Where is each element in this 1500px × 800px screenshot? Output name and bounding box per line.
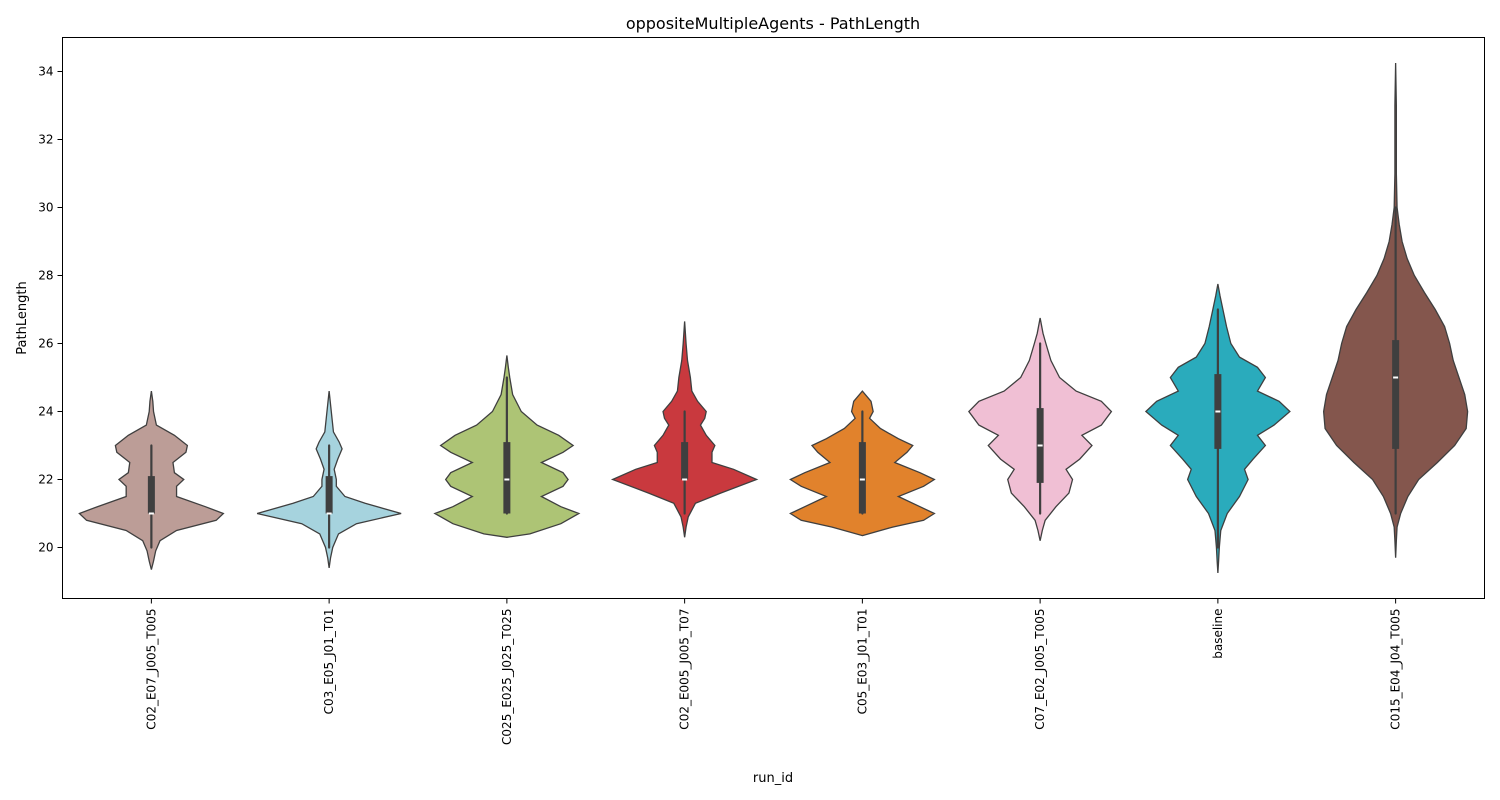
plot-frame (62, 37, 1485, 599)
violin-group (256, 391, 402, 568)
violin-group (789, 390, 936, 537)
y-tick-label: 22 (38, 473, 53, 487)
x-axis: C02_E07_J005_T005 C03_E05_J01_T01 C025_E02… (144, 598, 1403, 745)
violin-group (1144, 283, 1291, 574)
x-tick-label: C05_E03_J01_T01 (855, 609, 869, 715)
violin-group (433, 355, 581, 538)
y-tick-label: 28 (38, 269, 53, 283)
y-axis: 20 22 24 26 28 30 32 34 (38, 65, 63, 555)
y-tick-label: 32 (38, 133, 53, 147)
violin-iqr-box (325, 476, 333, 514)
y-tick-label: 20 (38, 541, 53, 555)
x-tick-label: baseline (1211, 609, 1225, 659)
x-tick-label: C015_E04_J04_T005 (1389, 609, 1403, 730)
violin-group (967, 317, 1113, 541)
y-tick-label: 30 (38, 201, 53, 215)
chart-title: oppositeMultipleAgents - PathLength (626, 14, 920, 33)
violin-iqr-box (147, 476, 155, 514)
x-tick-label: C03_E05_J01_T01 (322, 609, 336, 715)
violin-group (78, 391, 225, 570)
y-tick-label: 26 (38, 337, 53, 351)
y-axis-label: PathLength (15, 281, 30, 354)
violin-iqr-box (858, 442, 866, 514)
y-tick-label: 24 (38, 405, 53, 419)
x-tick-label: C02_E07_J005_T005 (144, 609, 158, 730)
x-tick-label: C025_E025_J025_T025 (500, 609, 514, 745)
violin-group (610, 321, 759, 538)
violin-iqr-box (1392, 340, 1400, 449)
violin-iqr-box (503, 442, 511, 514)
y-tick-label: 34 (38, 65, 53, 79)
violins-layer (78, 62, 1469, 574)
x-axis-label: run_id (753, 771, 793, 786)
violin-group (1322, 62, 1469, 558)
violin-iqr-box (681, 442, 689, 480)
x-tick-label: C07_E02_J005_T005 (1033, 609, 1047, 730)
x-tick-label: C02_E005_J005_T07 (678, 609, 692, 730)
